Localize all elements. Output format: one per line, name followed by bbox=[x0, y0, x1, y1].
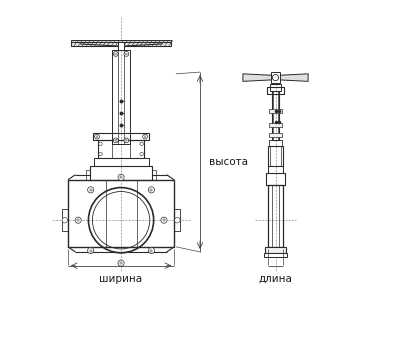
Circle shape bbox=[148, 247, 154, 254]
Bar bbox=[93, 133, 149, 140]
Circle shape bbox=[140, 152, 143, 156]
Bar bbox=[62, 209, 68, 231]
Circle shape bbox=[88, 247, 94, 254]
Bar bbox=[266, 247, 286, 253]
Circle shape bbox=[99, 152, 102, 156]
Circle shape bbox=[113, 52, 118, 56]
Circle shape bbox=[272, 74, 278, 81]
Circle shape bbox=[75, 217, 81, 223]
Bar bbox=[268, 146, 283, 166]
Bar bbox=[118, 42, 124, 51]
Bar bbox=[174, 209, 180, 231]
Text: ширина: ширина bbox=[100, 274, 143, 284]
Bar bbox=[264, 253, 287, 257]
Bar bbox=[269, 140, 282, 146]
Text: высота: высота bbox=[208, 157, 248, 167]
Circle shape bbox=[148, 187, 154, 193]
Polygon shape bbox=[243, 74, 272, 81]
Circle shape bbox=[113, 138, 118, 143]
Bar bbox=[272, 91, 279, 140]
Polygon shape bbox=[279, 74, 308, 81]
Bar bbox=[71, 40, 171, 42]
Circle shape bbox=[161, 217, 167, 223]
Circle shape bbox=[140, 142, 143, 146]
Bar bbox=[268, 185, 283, 247]
Circle shape bbox=[118, 260, 124, 266]
Bar bbox=[270, 84, 281, 91]
Bar bbox=[266, 173, 285, 185]
Bar bbox=[98, 140, 144, 157]
Circle shape bbox=[95, 134, 100, 139]
Bar bbox=[152, 170, 156, 180]
Bar bbox=[273, 91, 278, 140]
Bar bbox=[86, 170, 90, 180]
Circle shape bbox=[124, 138, 129, 143]
Bar bbox=[90, 166, 152, 180]
Bar bbox=[71, 42, 171, 46]
Circle shape bbox=[124, 52, 129, 56]
Bar bbox=[94, 157, 148, 166]
Bar bbox=[271, 72, 280, 83]
Bar bbox=[112, 51, 130, 144]
Circle shape bbox=[175, 217, 180, 223]
Text: длина: длина bbox=[258, 274, 292, 284]
Bar bbox=[272, 79, 280, 84]
Bar bbox=[267, 87, 284, 94]
Bar bbox=[68, 180, 174, 247]
Bar bbox=[268, 166, 284, 173]
Circle shape bbox=[62, 217, 68, 223]
Circle shape bbox=[88, 187, 94, 193]
Bar bbox=[118, 51, 124, 144]
Bar bbox=[269, 109, 282, 113]
Bar bbox=[269, 133, 282, 137]
Bar bbox=[270, 146, 280, 166]
Bar bbox=[112, 140, 130, 157]
Circle shape bbox=[118, 174, 124, 180]
Circle shape bbox=[143, 134, 148, 139]
Circle shape bbox=[99, 142, 102, 146]
Bar bbox=[269, 122, 282, 127]
